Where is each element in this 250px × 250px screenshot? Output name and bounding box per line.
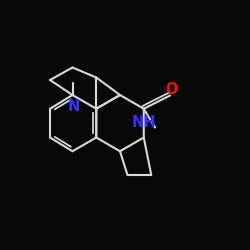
- Text: NH: NH: [132, 115, 156, 130]
- Text: N: N: [68, 99, 80, 114]
- Text: O: O: [165, 82, 177, 98]
